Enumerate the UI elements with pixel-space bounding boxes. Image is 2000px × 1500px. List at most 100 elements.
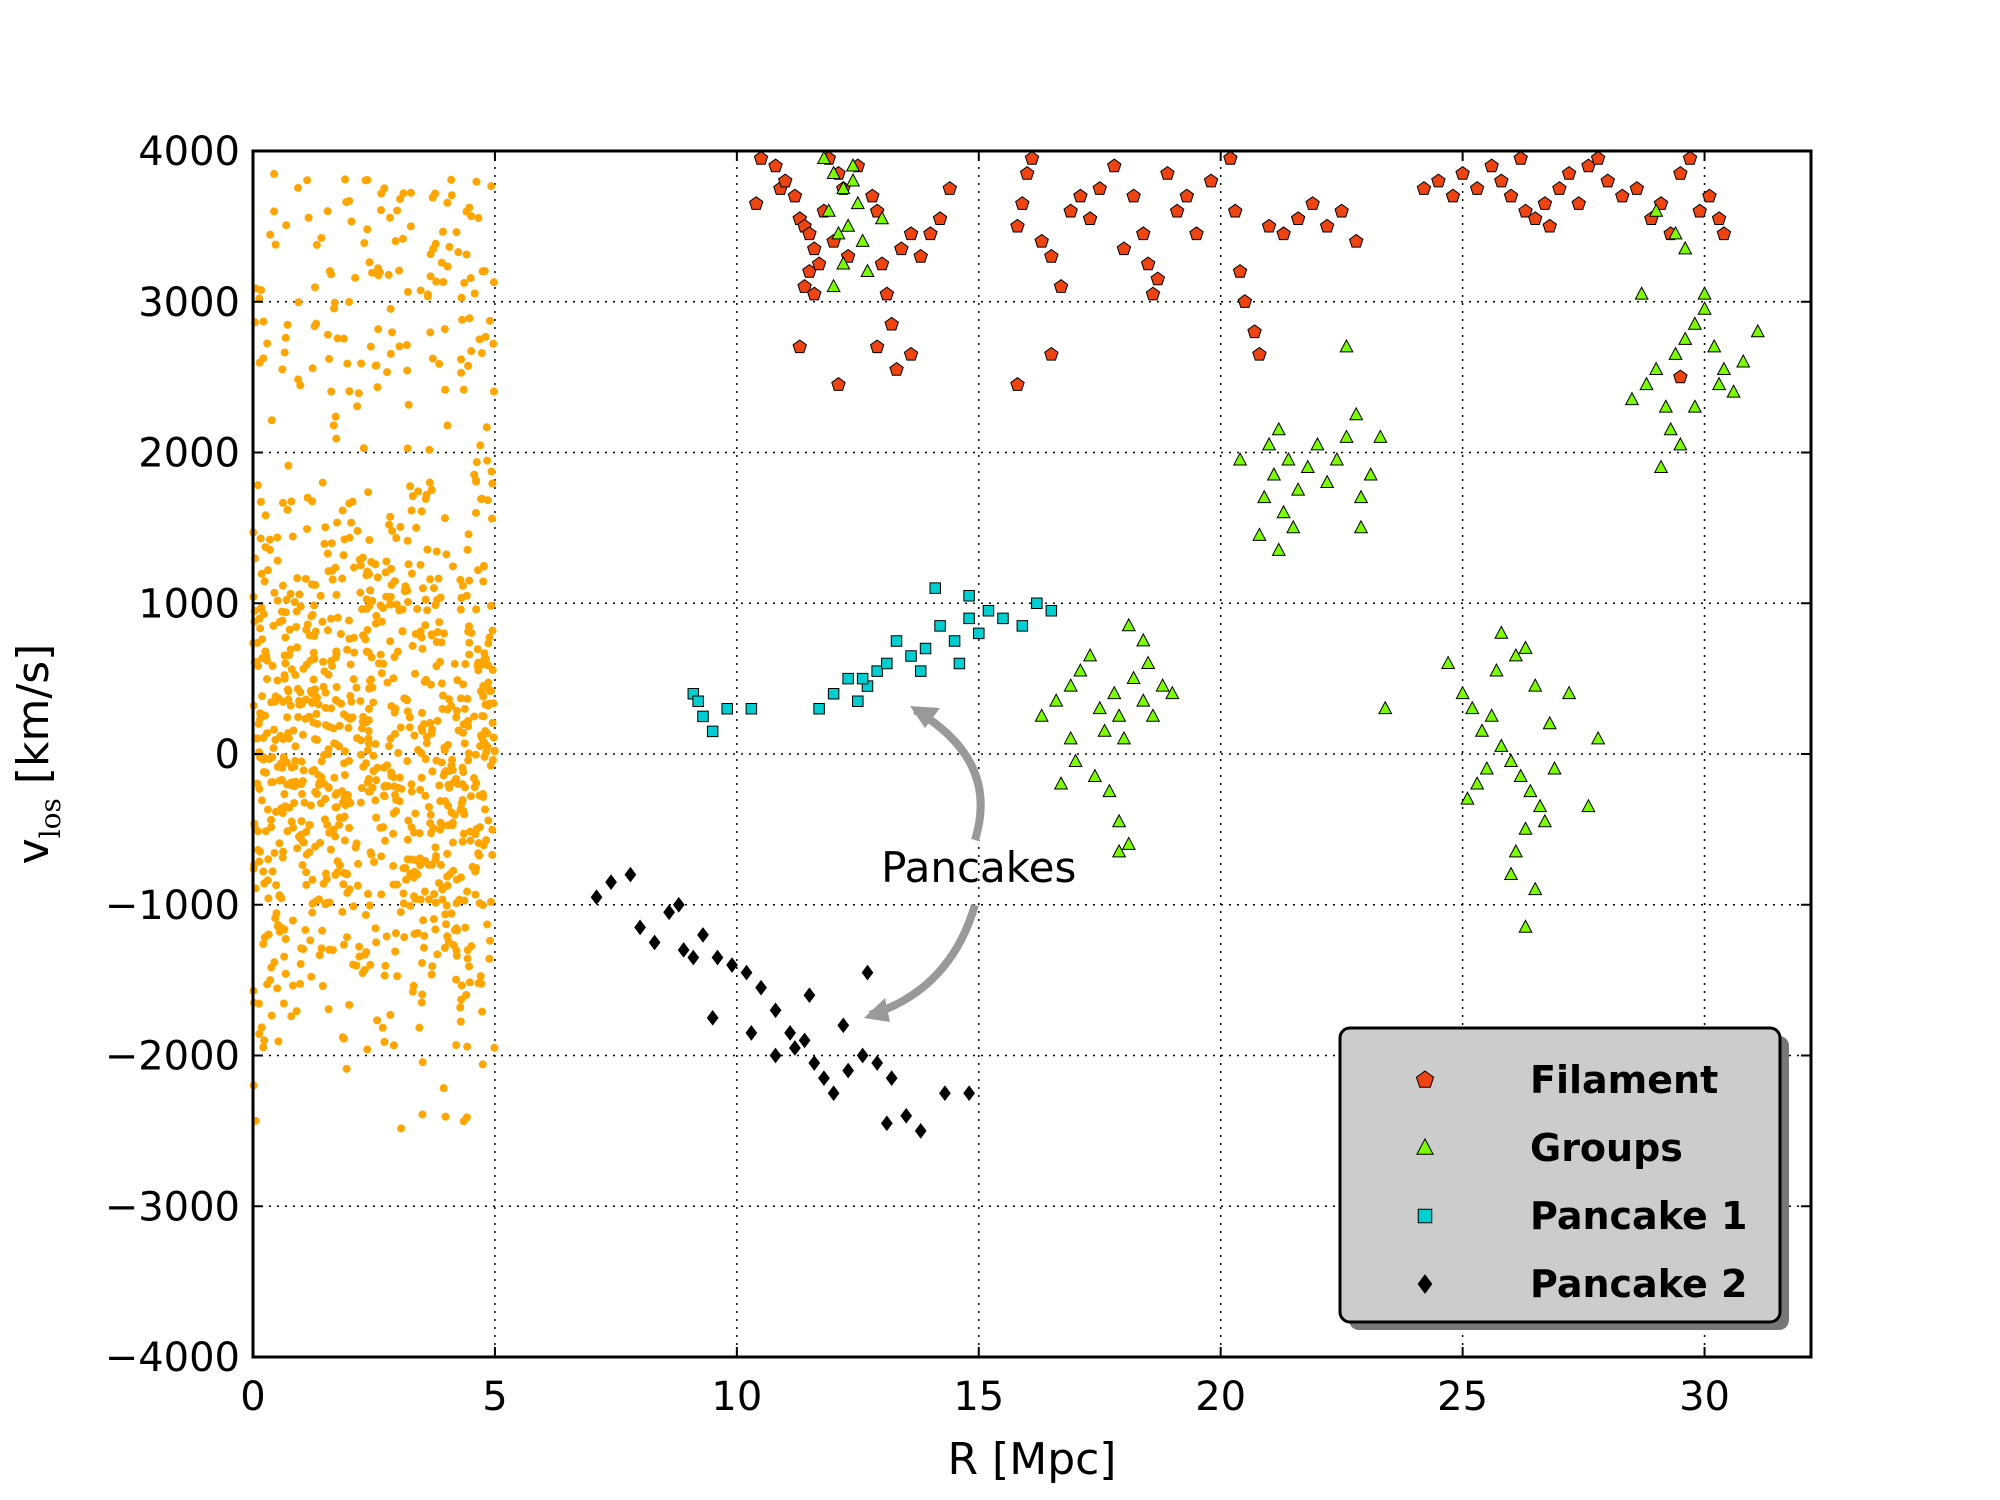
point-pancake-2	[726, 957, 738, 973]
background-point	[353, 402, 362, 411]
background-point	[479, 792, 488, 801]
background-point	[274, 1037, 283, 1046]
point-pancake-2	[677, 942, 690, 958]
point-pancake-2	[885, 1070, 898, 1086]
point-filament	[913, 248, 928, 263]
background-point	[267, 815, 276, 824]
background-point	[409, 981, 418, 990]
background-point	[310, 690, 319, 699]
background-point	[419, 943, 428, 952]
background-point	[476, 823, 485, 832]
point-groups	[1532, 798, 1548, 813]
background-point	[365, 684, 374, 693]
point-filament	[1692, 203, 1707, 218]
point-filament	[1600, 173, 1616, 188]
background-point	[403, 757, 412, 766]
background-point	[426, 575, 435, 584]
background-point	[458, 796, 467, 805]
point-groups	[1349, 406, 1364, 421]
background-point	[452, 951, 461, 960]
point-groups	[816, 150, 832, 164]
point-groups	[1232, 451, 1248, 466]
background-point	[395, 797, 404, 806]
point-groups	[1624, 391, 1640, 406]
point-filament	[1010, 377, 1025, 391]
background-point	[347, 217, 356, 226]
point-pancake-2	[706, 1009, 719, 1026]
background-point	[269, 621, 278, 630]
background-point	[263, 566, 272, 575]
background-point	[452, 228, 461, 237]
background-point	[485, 633, 494, 642]
background-point	[271, 240, 280, 249]
annotation-arrow-down	[868, 903, 979, 1019]
background-point	[355, 555, 364, 564]
background-point	[314, 770, 323, 779]
point-filament	[1455, 165, 1470, 180]
point-filament	[1334, 203, 1349, 218]
point-filament	[942, 181, 957, 195]
y-tick-label: 0	[215, 732, 240, 778]
background-point	[268, 867, 277, 876]
background-point	[356, 588, 365, 597]
background-point	[391, 947, 400, 956]
background-point	[308, 610, 317, 619]
background-point	[363, 1045, 372, 1054]
point-groups	[1378, 700, 1393, 715]
background-point	[423, 606, 432, 615]
point-groups	[1271, 421, 1286, 436]
background-point	[386, 592, 395, 601]
background-point	[395, 266, 404, 275]
background-point	[387, 580, 396, 589]
point-filament	[1561, 165, 1577, 180]
point-groups	[1639, 376, 1654, 391]
background-point	[301, 925, 310, 934]
point-filament	[932, 211, 948, 226]
point-groups	[1528, 881, 1543, 896]
background-point	[463, 954, 472, 963]
background-point	[435, 781, 444, 790]
background-point	[479, 682, 488, 691]
background-point	[374, 325, 383, 334]
background-point	[426, 328, 435, 337]
point-filament	[1469, 181, 1485, 195]
background-point	[472, 458, 481, 467]
point-pancake-2	[808, 1055, 821, 1071]
background-point	[331, 790, 340, 799]
background-point	[268, 661, 277, 670]
point-groups	[1503, 753, 1519, 767]
background-point	[487, 897, 496, 906]
background-point	[396, 723, 405, 732]
background-point	[341, 747, 350, 756]
point-pancake-2	[818, 1070, 830, 1086]
background-point	[466, 792, 475, 801]
background-point	[373, 763, 382, 772]
point-groups	[1155, 678, 1170, 692]
point-groups	[1121, 836, 1136, 850]
background-point	[416, 861, 425, 870]
point-filament	[1673, 369, 1688, 384]
background-point	[435, 359, 444, 368]
background-point	[351, 843, 360, 852]
background-point	[321, 900, 330, 909]
background-point	[262, 675, 271, 684]
background-point	[259, 867, 268, 876]
background-point	[253, 779, 262, 788]
background-point	[297, 757, 306, 766]
background-point	[282, 221, 291, 230]
background-point	[377, 852, 386, 861]
background-point	[372, 611, 381, 620]
background-point	[367, 653, 376, 662]
background-point	[335, 813, 344, 822]
background-point	[275, 618, 284, 627]
y-tick-label: 1000	[138, 581, 240, 627]
background-point	[488, 479, 497, 488]
point-pancake-1	[871, 665, 883, 677]
background-point	[262, 768, 271, 777]
point-groups	[1102, 783, 1117, 798]
point-pancake-2	[590, 889, 603, 906]
background-point	[324, 783, 333, 792]
background-point	[459, 829, 468, 838]
background-point	[456, 694, 465, 703]
point-filament	[802, 226, 817, 241]
